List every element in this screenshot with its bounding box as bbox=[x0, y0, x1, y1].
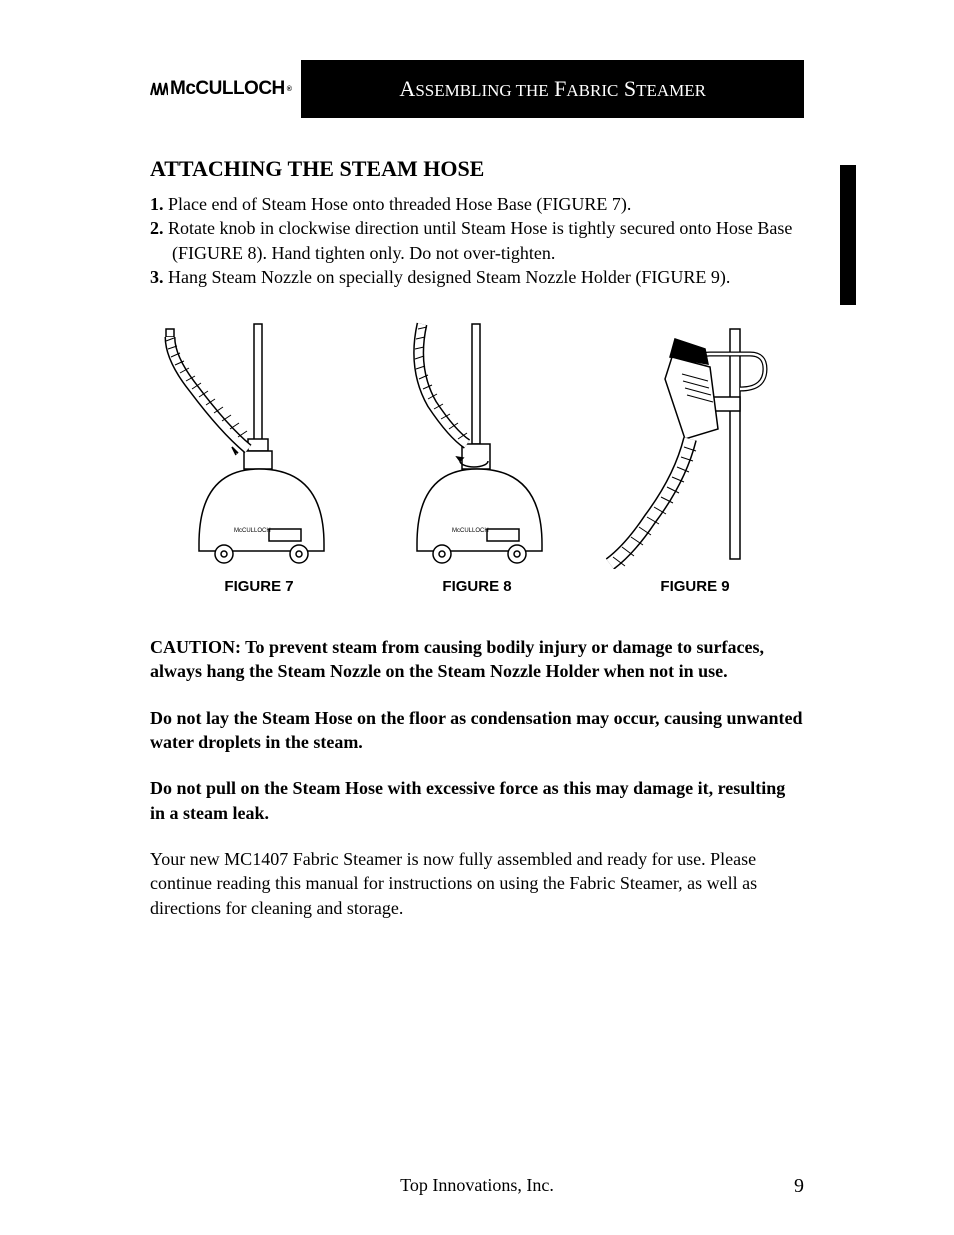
figure-8: McCULLOCH FIGURE 8 bbox=[368, 319, 586, 595]
step-number: 2. bbox=[150, 218, 164, 238]
header-row: McCULLOCH® ASSEMBLING THE FABRIC STEAMER bbox=[150, 60, 804, 118]
figure-9-illustration bbox=[590, 319, 800, 569]
figure-7: McCULLOCH FIGURE 7 bbox=[150, 319, 368, 595]
section-title-text: ASSEMBLING THE FABRIC STEAMER bbox=[399, 76, 706, 101]
figure-9: FIGURE 9 bbox=[586, 319, 804, 595]
figure-8-illustration: McCULLOCH bbox=[372, 319, 582, 569]
page-content: McCULLOCH® ASSEMBLING THE FABRIC STEAMER… bbox=[0, 0, 954, 920]
figure-7-illustration: McCULLOCH bbox=[154, 319, 364, 569]
subsection-title: ATTACHING THE STEAM HOSE bbox=[150, 156, 804, 182]
svg-text:McCULLOCH: McCULLOCH bbox=[234, 528, 271, 534]
caution-block: CAUTION: To prevent steam from causing b… bbox=[150, 635, 804, 825]
step-text: Place end of Steam Hose onto threaded Ho… bbox=[168, 194, 631, 214]
svg-text:McCULLOCH: McCULLOCH bbox=[452, 528, 489, 534]
step-number: 1. bbox=[150, 194, 164, 214]
caution-paragraph: Do not pull on the Steam Hose with exces… bbox=[150, 776, 804, 825]
figure-caption: FIGURE 7 bbox=[150, 578, 368, 595]
footer-company: Top Innovations, Inc. bbox=[0, 1175, 954, 1196]
brand-name: McCULLOCH bbox=[170, 78, 285, 100]
caution-paragraph: Do not lay the Steam Hose on the floor a… bbox=[150, 706, 804, 755]
step-text: Hang Steam Nozzle on specially designed … bbox=[168, 267, 730, 287]
figures-row: McCULLOCH FIGURE 7 bbox=[150, 319, 804, 595]
step-number: 3. bbox=[150, 267, 164, 287]
brand-mark-icon bbox=[150, 81, 168, 97]
caution-paragraph: CAUTION: To prevent steam from causing b… bbox=[150, 635, 804, 684]
steps-list: 1. Place end of Steam Hose onto threaded… bbox=[150, 192, 804, 289]
footer-page-number: 9 bbox=[794, 1175, 804, 1198]
brand-logo: McCULLOCH® bbox=[150, 78, 291, 100]
closing-paragraph: Your new MC1407 Fabric Steamer is now fu… bbox=[150, 847, 804, 920]
side-tab-marker bbox=[840, 165, 856, 305]
step-text: Rotate knob in clockwise direction until… bbox=[168, 218, 792, 262]
figure-caption: FIGURE 8 bbox=[368, 578, 586, 595]
step-item: 2. Rotate knob in clockwise direction un… bbox=[150, 216, 804, 265]
step-item: 1. Place end of Steam Hose onto threaded… bbox=[150, 192, 804, 216]
step-item: 3. Hang Steam Nozzle on specially design… bbox=[150, 265, 804, 289]
brand-tm: ® bbox=[287, 86, 292, 93]
figure-caption: FIGURE 9 bbox=[586, 578, 804, 595]
section-title-bar: ASSEMBLING THE FABRIC STEAMER bbox=[301, 60, 804, 118]
